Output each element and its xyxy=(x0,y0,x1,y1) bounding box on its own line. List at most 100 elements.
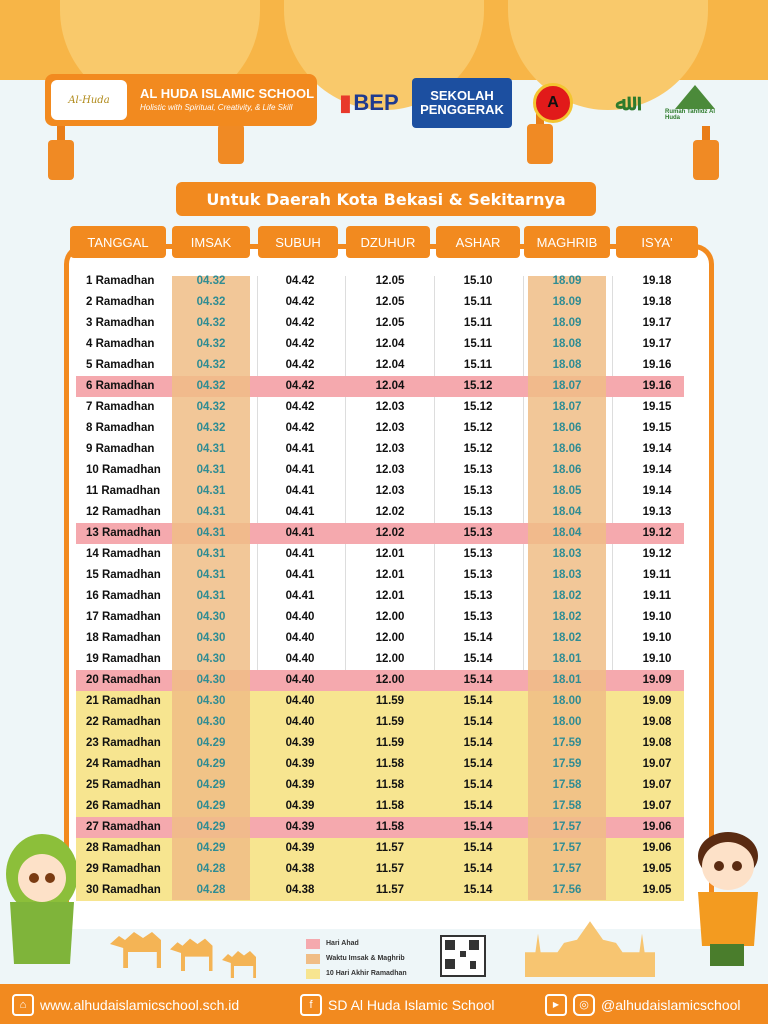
imsak-cell: 04.32 xyxy=(196,338,226,350)
footer-facebook[interactable]: f SD Al Huda Islamic School xyxy=(300,994,495,1016)
ashar-cell: 15.14 xyxy=(463,632,493,644)
footer-instagram[interactable]: ▶ ◎ @alhudaislamicschool xyxy=(545,994,741,1016)
subuh-cell: 04.41 xyxy=(285,569,315,581)
date-cell: 27 Ramadhan xyxy=(86,821,161,833)
akreditasi-letter: A xyxy=(533,83,573,123)
table-row-text: 28 Ramadhan 04.29 04.39 11.57 15.14 17.57 19.0… xyxy=(76,838,684,859)
isya-cell: 19.05 xyxy=(642,884,672,896)
maghrib-cell: 18.09 xyxy=(552,296,582,308)
ashar-cell: 15.12 xyxy=(463,380,493,392)
subuh-cell: 04.42 xyxy=(285,338,315,350)
isya-cell: 19.17 xyxy=(642,338,672,350)
imsak-cell: 04.32 xyxy=(196,275,226,287)
maghrib-cell: 17.59 xyxy=(552,758,582,770)
ashar-cell: 15.12 xyxy=(463,401,493,413)
subuh-cell: 04.42 xyxy=(285,401,315,413)
maghrib-cell: 18.01 xyxy=(552,674,582,686)
dzuhur-cell: 12.01 xyxy=(375,548,405,560)
maghrib-cell: 17.58 xyxy=(552,779,582,791)
legend-swatch-last10 xyxy=(306,968,320,979)
imsak-cell: 04.30 xyxy=(196,653,226,665)
dzuhur-cell: 12.00 xyxy=(375,611,405,623)
facebook-text: SD Al Huda Islamic School xyxy=(328,997,495,1013)
subuh-cell: 04.40 xyxy=(285,632,315,644)
footer-website[interactable]: ⌂ www.alhudaislamicschool.sch.id xyxy=(12,994,239,1016)
ashar-cell: 15.11 xyxy=(463,338,493,350)
column-divider xyxy=(257,276,258,900)
imsak-cell: 04.32 xyxy=(196,359,226,371)
header-subuh: SUBUH xyxy=(258,226,338,258)
ashar-cell: 15.14 xyxy=(463,821,493,833)
table-row-text: 14 Ramadhan 04.31 04.41 12.01 15.13 18.03 19.1… xyxy=(76,544,684,565)
isya-cell: 19.16 xyxy=(642,380,672,392)
table-row-text: 2 Ramadhan 04.32 04.42 12.05 15.11 18.09 19.18 xyxy=(76,292,684,313)
imsak-cell: 04.32 xyxy=(196,317,226,329)
ashar-cell: 15.12 xyxy=(463,443,493,455)
dzuhur-cell: 12.00 xyxy=(375,653,405,665)
dzuhur-cell: 11.58 xyxy=(375,758,405,770)
instagram-text: @alhudaislamicschool xyxy=(601,997,741,1013)
column-divider xyxy=(523,276,524,900)
header-isya: ISYA' xyxy=(616,226,698,258)
ashar-cell: 15.12 xyxy=(463,422,493,434)
top-ornament xyxy=(0,0,768,110)
legend-swatch-imsak-maghrib xyxy=(306,953,320,964)
dzuhur-cell: 12.00 xyxy=(375,674,405,686)
subuh-cell: 04.41 xyxy=(285,527,315,539)
date-cell: 26 Ramadhan xyxy=(86,800,161,812)
akreditasi-logo: A xyxy=(526,78,580,128)
legend-item: 10 Hari Akhir Ramadhan xyxy=(306,966,407,981)
dzuhur-cell: 12.04 xyxy=(375,359,405,371)
dzuhur-cell: 12.02 xyxy=(375,527,405,539)
school-banner: Al-Huda AL HUDA ISLAMIC SCHOOL Holistic … xyxy=(45,74,317,126)
isya-cell: 19.05 xyxy=(642,863,672,875)
date-cell: 10 Ramadhan xyxy=(86,464,161,476)
date-cell: 14 Ramadhan xyxy=(86,548,161,560)
date-cell: 5 Ramadhan xyxy=(86,359,155,371)
subuh-cell: 04.40 xyxy=(285,611,315,623)
isya-cell: 19.10 xyxy=(642,653,672,665)
dzuhur-cell: 12.03 xyxy=(375,485,405,497)
maghrib-cell: 17.57 xyxy=(552,821,582,833)
table-row-text: 22 Ramadhan 04.30 04.40 11.59 15.14 18.00 19.0… xyxy=(76,712,684,733)
ashar-cell: 15.14 xyxy=(463,758,493,770)
table-row-text: 29 Ramadhan 04.28 04.38 11.57 15.14 17.57 19.0… xyxy=(76,859,684,880)
date-cell: 3 Ramadhan xyxy=(86,317,155,329)
isya-cell: 19.11 xyxy=(642,569,672,581)
imsak-cell: 04.29 xyxy=(196,758,226,770)
dzuhur-cell: 11.59 xyxy=(375,716,405,728)
table-row-text: 30 Ramadhan 04.28 04.38 11.57 15.14 17.56 19.0… xyxy=(76,880,684,901)
maghrib-cell: 18.04 xyxy=(552,506,582,518)
table-row-text: 26 Ramadhan 04.29 04.39 11.58 15.14 17.58 19.0… xyxy=(76,796,684,817)
subuh-cell: 04.41 xyxy=(285,464,315,476)
imsak-cell: 04.29 xyxy=(196,737,226,749)
youtube-icon: ▶ xyxy=(545,994,567,1016)
table-row-text: 12 Ramadhan 04.31 04.41 12.02 15.13 18.04 19.1… xyxy=(76,502,684,523)
isya-cell: 19.13 xyxy=(642,506,672,518)
table-row-text: 8 Ramadhan 04.32 04.42 12.03 15.12 18.06 19.15 xyxy=(76,418,684,439)
region-title: Untuk Daerah Kota Bekasi & Sekitarnya xyxy=(176,182,596,216)
table-row-text: 11 Ramadhan 04.31 04.41 12.03 15.13 18.05 19.1… xyxy=(76,481,684,502)
date-cell: 12 Ramadhan xyxy=(86,506,161,518)
header-imsak: IMSAK xyxy=(172,226,250,258)
isya-cell: 19.10 xyxy=(642,611,672,623)
ashar-cell: 15.13 xyxy=(463,527,493,539)
ashar-cell: 15.13 xyxy=(463,506,493,518)
dzuhur-cell: 11.59 xyxy=(375,737,405,749)
legend: Hari Ahad Waktu Imsak & Maghrib 10 Hari … xyxy=(306,936,407,981)
date-cell: 20 Ramadhan xyxy=(86,674,161,686)
school-tagline: Holistic with Spiritual, Creativity, & L… xyxy=(140,103,293,112)
lantern-icon xyxy=(527,110,553,164)
subuh-cell: 04.40 xyxy=(285,653,315,665)
ashar-cell: 15.13 xyxy=(463,464,493,476)
dzuhur-cell: 12.02 xyxy=(375,506,405,518)
maghrib-cell: 18.06 xyxy=(552,422,582,434)
isya-cell: 19.17 xyxy=(642,317,672,329)
date-cell: 18 Ramadhan xyxy=(86,632,161,644)
subuh-cell: 04.39 xyxy=(285,842,315,854)
imsak-cell: 04.31 xyxy=(196,443,226,455)
imsak-cell: 04.32 xyxy=(196,296,226,308)
isya-cell: 19.06 xyxy=(642,821,672,833)
isya-cell: 19.12 xyxy=(642,548,672,560)
ashar-cell: 15.11 xyxy=(463,317,493,329)
